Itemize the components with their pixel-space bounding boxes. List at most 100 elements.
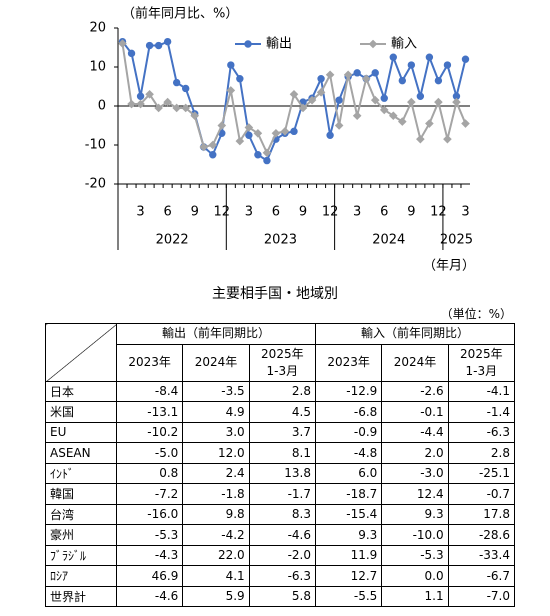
x-tick-label: 12 bbox=[322, 205, 339, 220]
cell: 3.7 bbox=[248, 421, 316, 443]
data-point bbox=[236, 75, 244, 83]
cell: 1.1 bbox=[381, 585, 449, 607]
row-name: ﾌﾞﾗｼﾞﾙ bbox=[45, 544, 117, 566]
cell: 9.3 bbox=[381, 503, 449, 525]
cell: -4.2 bbox=[182, 524, 250, 546]
table-row: ASEAN -5.0 12.0 8.1 -4.8 2.0 2.8 bbox=[45, 442, 516, 464]
row-name: 米国 bbox=[45, 401, 117, 423]
data-point bbox=[425, 119, 434, 128]
cell: -4.6 bbox=[248, 524, 316, 546]
cell: -7.0 bbox=[447, 585, 516, 607]
legend-marker bbox=[368, 39, 378, 49]
data-point bbox=[371, 69, 379, 77]
cell: 4.1 bbox=[182, 565, 250, 587]
data-point bbox=[370, 95, 380, 105]
data-point bbox=[172, 103, 181, 113]
cell: 3.0 bbox=[182, 421, 250, 443]
data-point bbox=[217, 121, 227, 130]
cell: 11.9 bbox=[314, 544, 383, 566]
row-name: ASEAN bbox=[45, 442, 117, 464]
cell: 9.8 bbox=[182, 503, 250, 525]
table-row: 台湾 -16.0 9.8 8.3 -15.4 9.3 17.8 bbox=[45, 503, 516, 525]
cell: 2.0 bbox=[381, 442, 449, 464]
corner-cell bbox=[45, 323, 117, 382]
cell: -0.7 bbox=[447, 483, 516, 505]
data-point bbox=[434, 76, 443, 85]
data-point bbox=[154, 103, 163, 113]
data-point bbox=[127, 99, 136, 109]
y-tick-label: -10 bbox=[85, 138, 106, 153]
x-tick-label: 3 bbox=[353, 205, 361, 220]
data-point bbox=[425, 53, 434, 61]
x-group-label: 2024 bbox=[372, 233, 405, 248]
column-header: 2023年 bbox=[314, 343, 383, 382]
cell: -0.9 bbox=[314, 421, 383, 443]
data-point bbox=[244, 123, 254, 132]
data-point bbox=[163, 97, 172, 107]
row-name: 日本 bbox=[45, 380, 117, 402]
x-tick-label: 3 bbox=[136, 205, 144, 220]
cell: -7.2 bbox=[115, 483, 184, 505]
y-tick-label: 0 bbox=[98, 99, 106, 114]
data-point bbox=[317, 75, 325, 83]
cell: 12.7 bbox=[314, 565, 383, 587]
data-point bbox=[262, 148, 272, 158]
group-header: 輸出（前年同期比） bbox=[116, 323, 316, 345]
cell: -13.1 bbox=[115, 401, 184, 423]
y-tick-label: 10 bbox=[89, 60, 106, 75]
cell: -1.8 bbox=[182, 483, 250, 505]
table-row: 米国 -13.1 4.9 4.5 -6.8 -0.1 -1.4 bbox=[45, 401, 516, 423]
group-header: 輸入（前年同期比） bbox=[314, 323, 516, 345]
data-point bbox=[335, 96, 343, 104]
cell: -5.3 bbox=[381, 544, 449, 566]
cell: -4.4 bbox=[381, 421, 449, 443]
cell: -3.0 bbox=[381, 462, 449, 484]
data-point bbox=[271, 128, 281, 138]
cell: 17.8 bbox=[447, 503, 516, 525]
cell: -6.8 bbox=[314, 401, 383, 423]
legend-marker bbox=[244, 40, 252, 48]
cell: -4.1 bbox=[447, 380, 516, 402]
x-tick-label: 12 bbox=[214, 205, 231, 220]
cell: -8.4 bbox=[115, 380, 184, 402]
cell: 9.3 bbox=[314, 524, 383, 546]
cell: -25.1 bbox=[447, 462, 516, 484]
data-point bbox=[434, 97, 443, 107]
row-name: ｲﾝﾄﾞ bbox=[45, 462, 117, 484]
data-point bbox=[353, 69, 361, 77]
data-point bbox=[343, 70, 353, 80]
cell: -5.0 bbox=[115, 442, 184, 464]
x-tick-label: 6 bbox=[380, 205, 388, 220]
data-point bbox=[407, 61, 416, 69]
table-row: 日本 -8.4 -3.5 2.8 -12.9 -2.6 -4.1 bbox=[45, 380, 516, 402]
cell: -4.3 bbox=[115, 544, 184, 566]
cell: -18.7 bbox=[314, 483, 383, 505]
cell: 12.0 bbox=[182, 442, 250, 464]
cell: 8.1 bbox=[248, 442, 316, 464]
data-point bbox=[443, 134, 452, 144]
cell: -6.7 bbox=[447, 565, 516, 587]
data-point bbox=[181, 103, 190, 113]
row-name: ﾛｼｱ bbox=[45, 565, 117, 587]
data-point bbox=[326, 131, 334, 139]
cell: -4.6 bbox=[115, 585, 184, 607]
table: 輸出（前年同期比） 輸入（前年同期比） 2023年 2024年 2025年 1-3月 20… bbox=[45, 323, 516, 607]
cell: -3.5 bbox=[182, 380, 250, 402]
x-group-label: 2023 bbox=[264, 233, 297, 248]
data-point bbox=[452, 97, 461, 107]
table-row: ﾌﾞﾗｼﾞﾙ -4.3 22.0 -2.0 11.9 -5.3 -33.4 bbox=[45, 544, 516, 566]
header-row: 輸出（前年同期比） 輸入（前年同期比） bbox=[45, 323, 516, 382]
cell: -2.0 bbox=[248, 544, 316, 566]
cell: -15.4 bbox=[314, 503, 383, 525]
data-point bbox=[254, 151, 262, 159]
x-axis-title: （年月） bbox=[423, 259, 475, 274]
column-header: 2024年 bbox=[182, 343, 250, 382]
x-tick-label: 9 bbox=[407, 205, 415, 220]
data-point bbox=[416, 134, 425, 144]
y-tick-label: -20 bbox=[85, 177, 106, 192]
cell: -5.3 bbox=[115, 524, 184, 546]
data-point bbox=[416, 92, 425, 100]
data-point bbox=[263, 156, 271, 165]
table-row: ﾛｼｱ 46.9 4.1 -6.3 12.7 0.0 -6.7 bbox=[45, 565, 516, 587]
